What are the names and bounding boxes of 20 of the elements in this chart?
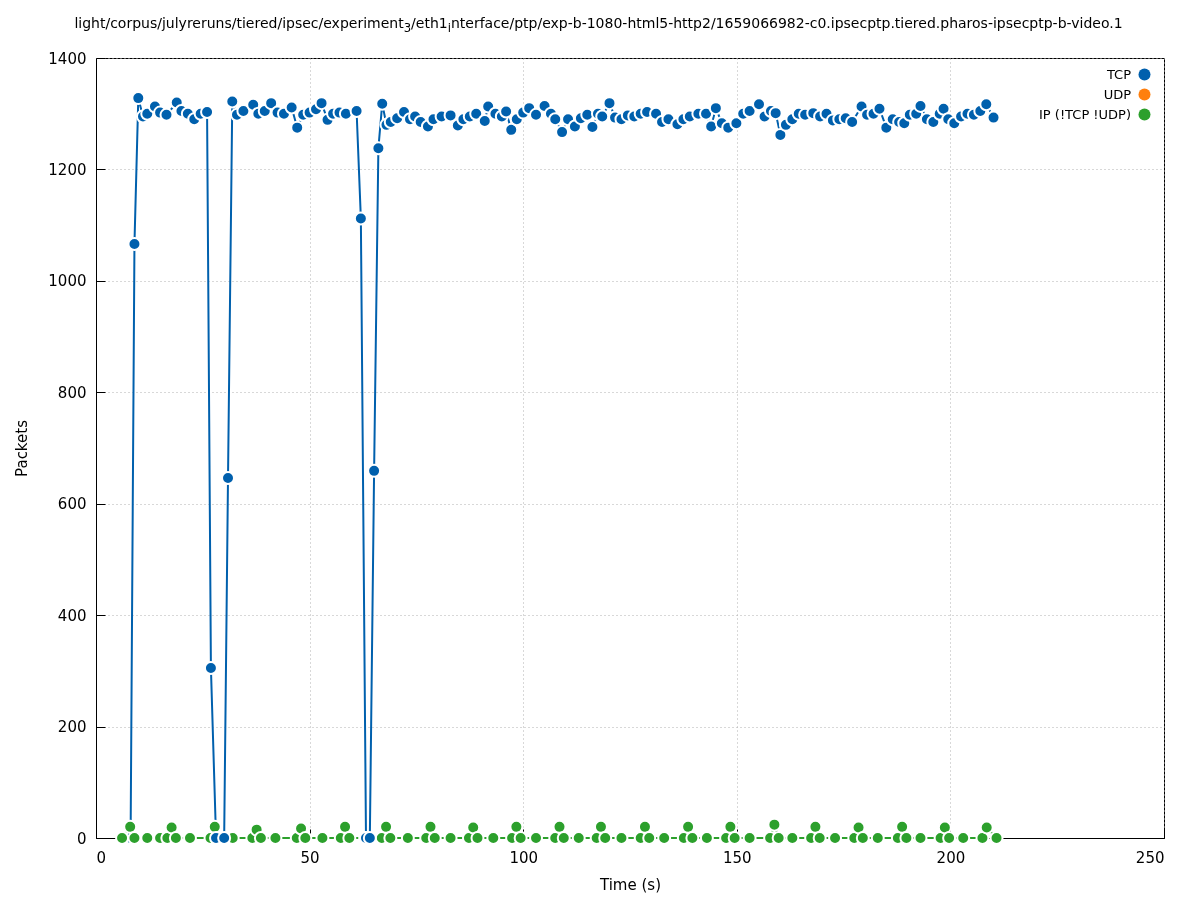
x-tick-label: 150 bbox=[722, 848, 752, 867]
y-tick-label: 200 bbox=[57, 718, 87, 737]
y-tick-label: 1000 bbox=[48, 272, 87, 291]
y-tick-label: 400 bbox=[57, 606, 87, 625]
x-axis-title: Time (s) bbox=[599, 875, 661, 894]
x-tick-label: 200 bbox=[936, 848, 966, 867]
legend-label: TCP bbox=[1105, 66, 1132, 82]
legend-label: UDP bbox=[1103, 86, 1132, 102]
y-tick-label: 1200 bbox=[48, 160, 87, 179]
x-tick-label: 250 bbox=[1135, 848, 1165, 867]
x-tick-label: 0 bbox=[96, 848, 107, 867]
y-tick-label: 0 bbox=[76, 829, 87, 848]
x-tick-label: 100 bbox=[509, 848, 539, 867]
chart-title: light/corpus/julyreruns/tiered/ipsec/experiment$_{3}$/eth1$_{i}$nterface/ptp/exp-b-1080-html5-http2/1659066982-c0.ipsecptp.tiered.pharos-ipsecptp-b-video.1 bbox=[74, 15, 1123, 37]
y-axis-title: Packets bbox=[13, 419, 32, 477]
legend-label: IP (!TCP !UDP) bbox=[1039, 106, 1131, 122]
y-tick-label: 800 bbox=[57, 383, 87, 402]
y-tick-label: 600 bbox=[57, 495, 87, 514]
x-tick-label: 50 bbox=[300, 848, 320, 867]
y-tick-label: 1400 bbox=[48, 49, 87, 68]
